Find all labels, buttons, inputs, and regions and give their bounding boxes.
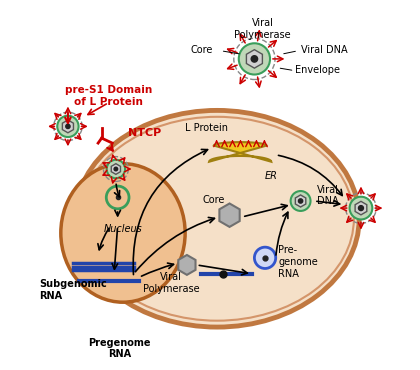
Polygon shape	[355, 201, 367, 215]
Text: pre-S1 Domain
of L Protein: pre-S1 Domain of L Protein	[65, 85, 152, 107]
Ellipse shape	[75, 110, 359, 327]
Ellipse shape	[61, 164, 185, 302]
Text: NTCP: NTCP	[128, 128, 162, 138]
Polygon shape	[63, 120, 74, 133]
Circle shape	[239, 43, 270, 74]
Polygon shape	[209, 142, 271, 162]
Circle shape	[359, 206, 363, 211]
Text: Core: Core	[202, 195, 225, 205]
Text: Viral
Polymerase: Viral Polymerase	[234, 18, 291, 40]
Polygon shape	[219, 204, 240, 227]
Circle shape	[107, 160, 125, 178]
Text: Nucleus: Nucleus	[104, 224, 142, 235]
Circle shape	[251, 56, 257, 62]
Text: Viral
DNA: Viral DNA	[317, 185, 339, 206]
Text: Viral
Polymerase: Viral Polymerase	[143, 272, 199, 294]
Text: L Protein: L Protein	[185, 124, 228, 134]
Text: Envelope: Envelope	[295, 64, 340, 75]
Circle shape	[349, 197, 372, 219]
Circle shape	[291, 191, 310, 211]
Text: Viral DNA: Viral DNA	[301, 45, 347, 55]
Circle shape	[57, 116, 79, 137]
Circle shape	[299, 199, 303, 203]
Polygon shape	[247, 50, 262, 68]
Text: Core: Core	[190, 45, 213, 55]
Circle shape	[66, 124, 70, 128]
Text: ER: ER	[265, 171, 278, 181]
Polygon shape	[295, 195, 306, 207]
Polygon shape	[111, 164, 121, 174]
Text: Subgenomic
RNA: Subgenomic RNA	[39, 279, 107, 300]
Text: Pregenome
RNA: Pregenome RNA	[88, 338, 151, 359]
Text: Pre-
genome
RNA: Pre- genome RNA	[278, 245, 318, 279]
Circle shape	[255, 247, 276, 269]
Polygon shape	[178, 255, 196, 275]
Circle shape	[114, 167, 118, 171]
